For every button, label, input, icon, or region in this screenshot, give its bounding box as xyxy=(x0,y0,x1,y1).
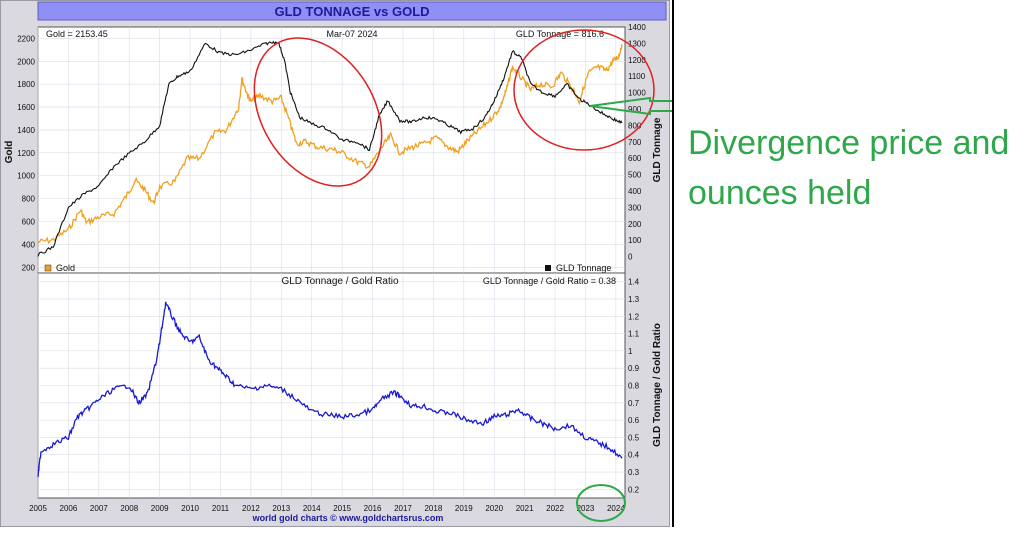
x-tick-label: 2007 xyxy=(90,504,108,513)
tonnage-tick-label: 900 xyxy=(628,105,642,114)
tonnage-tick-label: 1100 xyxy=(628,72,646,81)
gold-tick-label: 1200 xyxy=(17,149,35,158)
ratio-readout: GLD Tonnage / Gold Ratio = 0.38 xyxy=(483,276,616,286)
tonnage-tick-label: 400 xyxy=(628,187,642,196)
x-tick-label: 2017 xyxy=(394,504,412,513)
x-tick-label: 2023 xyxy=(577,504,595,513)
gold-tick-label: 1800 xyxy=(17,80,35,89)
ratio-tick-label: 1.4 xyxy=(628,278,640,287)
divergence-circle-left xyxy=(253,37,383,187)
gold-legend-swatch xyxy=(44,264,52,272)
ratio-title: GLD Tonnage / Gold Ratio xyxy=(281,276,399,287)
gold-tick-label: 400 xyxy=(22,240,36,249)
title-bar xyxy=(37,1,667,21)
ratio-tick-label: 0.3 xyxy=(628,468,640,477)
gold-series-line xyxy=(37,44,623,245)
ratio-tick-label: 0.8 xyxy=(628,382,640,391)
x-tick-label: 2006 xyxy=(60,504,78,513)
x-tick-label: 2013 xyxy=(272,504,290,513)
gold-axis-label: Gold xyxy=(4,141,15,164)
tonnage-tick-label: 800 xyxy=(628,121,642,130)
gold-readout: Gold = 2153.45 xyxy=(46,29,108,39)
divergence-circle-right xyxy=(513,29,655,151)
gold-tick-label: 600 xyxy=(22,218,36,227)
tonnage-tick-label: 600 xyxy=(628,154,642,163)
gold-legend-label: Gold xyxy=(56,263,75,273)
x-tick-label: 2018 xyxy=(424,504,442,513)
x-tick-label: 2021 xyxy=(516,504,534,513)
gold-tick-label: 1400 xyxy=(17,126,35,135)
date-label: Mar-07 2024 xyxy=(326,29,377,39)
x-tick-label: 2015 xyxy=(333,504,351,513)
x-tick-label: 2011 xyxy=(212,504,230,513)
ratio-series-line xyxy=(37,301,623,478)
x-tick-label: 2022 xyxy=(546,504,564,513)
x-tick-label: 2016 xyxy=(364,504,382,513)
x-tick-label: 2008 xyxy=(120,504,138,513)
ratio-tick-label: 0.4 xyxy=(628,451,640,460)
x-tick-label: 2019 xyxy=(455,504,473,513)
gold-tick-label: 800 xyxy=(22,195,36,204)
x-tick-label: 2009 xyxy=(151,504,169,513)
bottom-grid xyxy=(37,273,625,498)
tonnage-legend-swatch xyxy=(545,265,551,271)
tonnage-tick-label: 700 xyxy=(628,138,642,147)
x-tick-label: 2020 xyxy=(485,504,503,513)
top-plot-area xyxy=(37,26,626,274)
ratio-tick-label: 0.5 xyxy=(628,433,640,442)
ratio-tick-label: 1.2 xyxy=(628,312,640,321)
top-grid xyxy=(37,27,625,273)
annotation-line-2: ounces held xyxy=(688,174,872,212)
chart-footer: world gold charts © www.goldchartsrus.co… xyxy=(252,513,444,523)
ratio-tick-label: 1 xyxy=(628,347,633,356)
tonnage-axis-label: GLD Tonnage xyxy=(652,117,663,182)
annotation-text: Divergence price and ounces held xyxy=(688,118,1024,218)
gold-tick-label: 2000 xyxy=(17,57,35,66)
tonnage-tick-label: 500 xyxy=(628,171,642,180)
x-tick-label: 2005 xyxy=(29,504,47,513)
tonnage-tick-label: 1200 xyxy=(628,56,646,65)
gold-tick-label: 1600 xyxy=(17,103,35,112)
tonnage-tick-label: 100 xyxy=(628,236,642,245)
tonnage-tick-label: 300 xyxy=(628,203,642,212)
tonnage-tick-label: 1400 xyxy=(628,23,646,32)
top-yticks-left: 200 400 600 800 1000 1200 1400 1600 1800 2000 2200 xyxy=(17,34,35,272)
chart-figure: GLD TONNAGE vs GOLD 20040060080010001200… xyxy=(4,1,672,523)
image-divider xyxy=(672,0,674,527)
ratio-tick-label: 0.7 xyxy=(628,399,640,408)
tonnage-tick-label: 1300 xyxy=(628,39,646,48)
tonnage-tick-label: 200 xyxy=(628,220,642,229)
recent-years-circle xyxy=(576,484,626,522)
annotation-line-1: Divergence price and xyxy=(688,124,1010,162)
gold-tick-label: 1000 xyxy=(17,172,35,181)
ratio-tick-label: 1.3 xyxy=(628,295,640,304)
ratio-tick-label: 0.9 xyxy=(628,364,640,373)
x-tick-label: 2024 xyxy=(607,504,625,513)
bottom-yticks: 0.2 0.3 0.4 0.5 0.6 0.7 0.8 0.9 1 1.1 1.2 1.3 1.4 xyxy=(628,278,640,495)
divergence-arrow-icon xyxy=(589,96,672,116)
tonnage-tick-label: 0 xyxy=(628,253,633,262)
x-tick-label: 2014 xyxy=(303,504,321,513)
chart-title: GLD TONNAGE vs GOLD xyxy=(274,4,429,19)
top-yticks-right: 0 100 200 300 400 500 600 700 800 900 1000 1100 1200… xyxy=(628,23,646,262)
gold-tick-label: 2200 xyxy=(17,34,35,43)
gld-tonnage-series-line xyxy=(37,40,623,257)
gold-tick-label: 200 xyxy=(22,263,36,272)
x-axis-ticks: 2005 2006 2007 2008 2009 2010 2011 2012 2013 2014… xyxy=(29,504,625,513)
ratio-axis-label: GLD Tonnage / Gold Ratio xyxy=(652,323,663,447)
tonnage-legend-label: GLD Tonnage xyxy=(556,263,611,273)
ratio-tick-label: 0.2 xyxy=(628,485,640,494)
tonnage-tick-label: 1000 xyxy=(628,89,646,98)
ratio-tick-label: 1.1 xyxy=(628,330,640,339)
x-tick-label: 2010 xyxy=(181,504,199,513)
x-tick-label: 2012 xyxy=(242,504,260,513)
ratio-tick-label: 0.6 xyxy=(628,416,640,425)
